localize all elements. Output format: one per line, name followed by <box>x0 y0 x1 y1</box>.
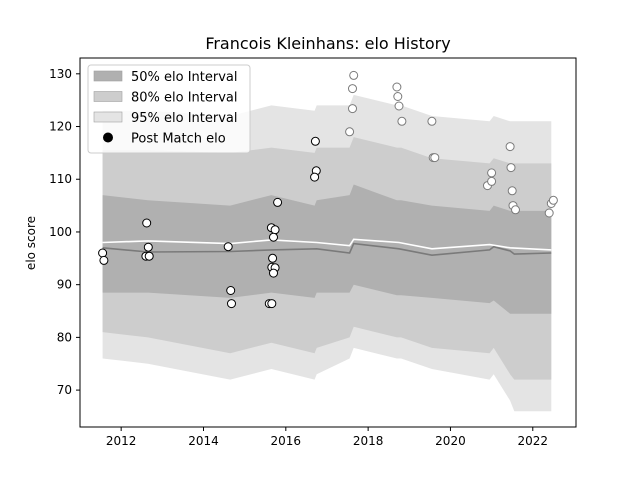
post-match-point-faded <box>507 186 517 196</box>
post-match-point-faded <box>348 104 357 114</box>
post-match-point-faded <box>393 92 403 101</box>
y-axis-label: elo score <box>24 216 38 270</box>
chart-title: Francois Kleinhans: elo History <box>205 34 450 53</box>
legend-label: Post Match elo <box>131 132 226 147</box>
post-match-point <box>310 172 320 182</box>
y-tick-label: 120 <box>49 120 72 134</box>
post-match-point <box>99 255 109 265</box>
plot-area <box>98 70 558 412</box>
legend-label: 50% elo Interval <box>131 70 238 85</box>
series-line-2 <box>102 242 552 257</box>
post-match-point <box>269 232 278 242</box>
x-tick-label: 2020 <box>435 434 466 448</box>
y-tick-label: 80 <box>57 330 72 344</box>
x-axis: 2012 2014 2016 2018 2020 2022 <box>106 427 548 448</box>
post-match-point-faded <box>548 195 558 205</box>
legend-box <box>87 64 251 154</box>
post-match-point-faded <box>511 205 520 215</box>
post-match-point-faded <box>348 84 357 94</box>
x-tick-label: 2014 <box>188 434 219 448</box>
post-match-point <box>226 286 236 295</box>
legend-swatch <box>93 111 123 123</box>
post-match-point-faded <box>392 82 402 92</box>
y-tick-label: 100 <box>49 225 72 239</box>
post-match-point <box>270 225 280 235</box>
series-line-1 <box>102 238 552 251</box>
post-match-point-faded <box>427 116 437 126</box>
x-tick-label: 2018 <box>353 434 384 448</box>
post-match-point <box>310 136 320 146</box>
legend-swatch <box>93 70 123 82</box>
plot-frame <box>79 57 577 428</box>
legend-marker <box>103 132 113 143</box>
legend-swatch <box>93 91 123 102</box>
y-tick-label: 110 <box>49 172 72 186</box>
y-axis: 70 80 90 100 110 120 130 <box>49 67 80 397</box>
y-tick-label: 130 <box>49 67 72 81</box>
post-match-point <box>98 248 108 258</box>
post-match-point-faded <box>345 127 355 137</box>
post-match-point <box>142 218 152 228</box>
post-match-point-faded <box>397 116 407 126</box>
post-match-point <box>273 197 283 207</box>
post-match-point <box>269 268 278 278</box>
legend-label: 80% elo Interval <box>131 91 238 106</box>
y-tick-label: 90 <box>57 278 72 292</box>
post-match-point <box>268 253 278 263</box>
post-match-point <box>223 242 233 252</box>
post-match-point-faded <box>394 101 404 111</box>
post-match-point <box>144 251 154 261</box>
post-match-point-faded <box>544 208 554 218</box>
band-50 <box>102 184 552 314</box>
x-tick-label: 2016 <box>271 434 302 448</box>
post-match-point-faded <box>487 176 497 186</box>
legend-label: 95% elo Interval <box>131 111 238 126</box>
x-tick-label: 2012 <box>106 434 137 448</box>
legend: 50% elo Interval 80% elo Interval 95% elo … <box>87 64 251 154</box>
post-match-point-faded <box>430 153 440 163</box>
post-match-point-faded <box>349 70 359 80</box>
post-match-point <box>227 299 236 309</box>
post-match-point-faded <box>506 163 516 173</box>
y-tick-label: 70 <box>57 383 72 397</box>
post-match-point-faded <box>505 142 515 152</box>
post-match-point <box>143 242 153 252</box>
post-match-point <box>267 299 277 309</box>
post-match-point-faded <box>487 168 497 178</box>
x-tick-label: 2022 <box>518 434 549 448</box>
